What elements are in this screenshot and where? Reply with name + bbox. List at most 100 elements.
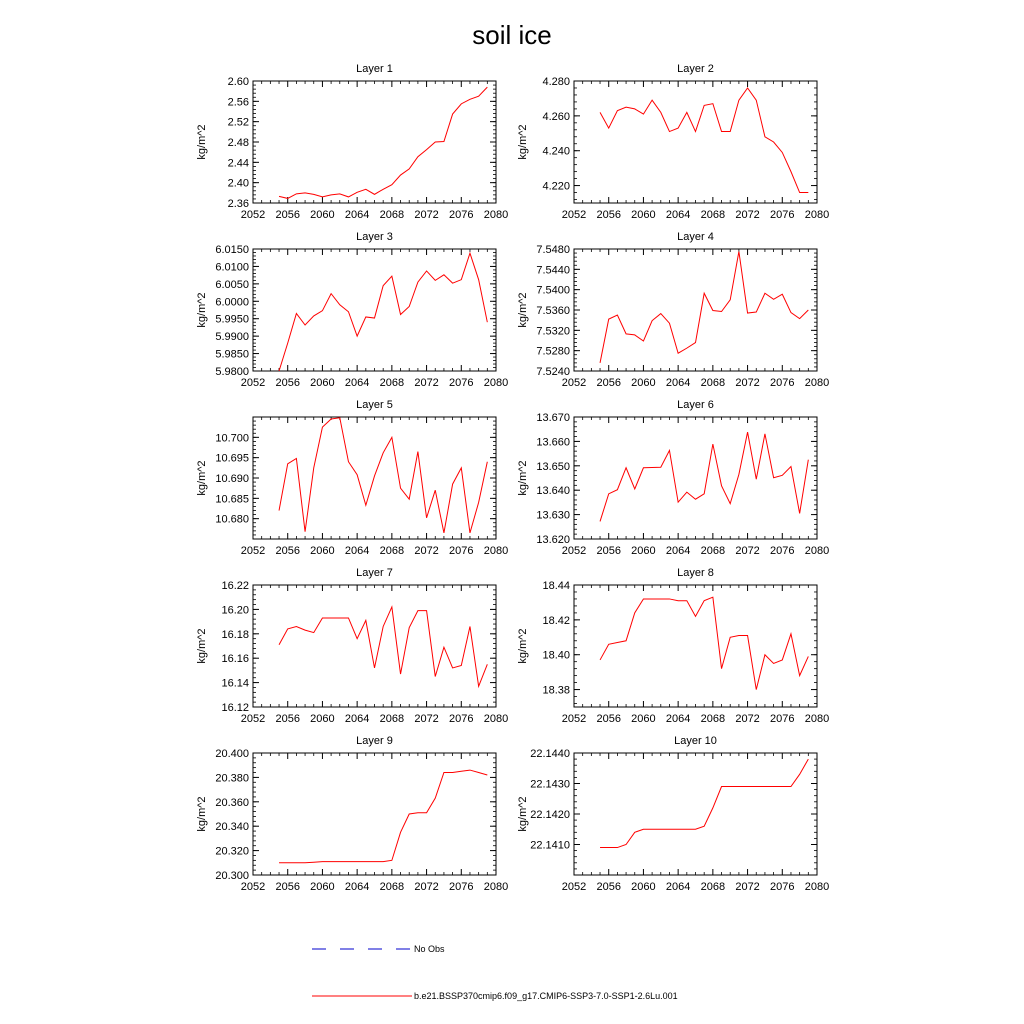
layer-3-xtick-label: 2068 [380, 377, 404, 389]
layer-9-ylabel: kg/m^2 [196, 796, 208, 831]
layer-6-ytick-label: 13.640 [536, 485, 570, 497]
layer-4-xtick-label: 2068 [701, 377, 725, 389]
layer-8-xtick-label: 2080 [805, 713, 829, 725]
layer-9-xtick-label: 2064 [345, 881, 369, 893]
layer-3-ylabel: kg/m^2 [196, 292, 208, 327]
layer-4-xtick-label: 2060 [631, 377, 655, 389]
layer-5-title: Layer 5 [356, 399, 393, 411]
layer-4-ytick-label: 7.5360 [536, 305, 570, 317]
layer-1-xtick-label: 2064 [345, 209, 369, 221]
layer-3-xtick-label: 2072 [414, 377, 438, 389]
layer-3-series-line [278, 251, 488, 371]
layer-6-xtick-label: 2064 [666, 545, 690, 557]
layer-7-ytick-label: 16.14 [221, 678, 249, 690]
layer-9-ytick-label: 20.340 [215, 821, 249, 833]
layer-1-ytick-label: 2.44 [228, 157, 249, 169]
layer-4-xtick-label: 2076 [770, 377, 794, 389]
layer-7-xtick-label: 2064 [345, 713, 369, 725]
layer-8-ylabel: kg/m^2 [517, 628, 529, 663]
layer-10-ytick-label: 22.1440 [530, 748, 570, 760]
layer-5-ytick-label: 10.690 [215, 473, 249, 485]
layer-8-xtick-label: 2072 [735, 713, 759, 725]
layer-6-xtick-label: 2056 [596, 545, 620, 557]
layer-1-ytick-label: 2.56 [228, 96, 249, 108]
layer-10-xtick-label: 2072 [735, 881, 759, 893]
layer-1-ytick-label: 2.60 [228, 76, 249, 88]
layer-8-xtick-label: 2056 [596, 713, 620, 725]
layer-1-xtick-label: 2052 [241, 209, 265, 221]
layer-10-xtick-label: 2064 [666, 881, 690, 893]
layer-8-panel: Layer 8 kg/m^2 2052 2056 2060 2064 2068 2072 207… [517, 567, 829, 725]
layer-8-xtick-label: 2076 [770, 713, 794, 725]
layer-2-ytick-label: 4.280 [542, 76, 570, 88]
layer-9-ytick-label: 20.320 [215, 846, 249, 858]
layer-2-frame [573, 80, 818, 204]
layer-7-ytick-label: 16.18 [221, 629, 249, 641]
layer-5-ytick-label: 10.695 [215, 453, 249, 465]
layer-4-ytick-label: 7.5400 [536, 285, 570, 297]
layer-3-xtick-label: 2076 [449, 377, 473, 389]
layer-8-xtick-label: 2052 [562, 713, 586, 725]
layer-10-ytick-label: 22.1430 [530, 779, 570, 791]
layer-10-panel: Layer 10 kg/m^2 2052 2056 2060 2064 2068 2072 20… [517, 735, 829, 893]
legend: No Obs b.e21.BSSP370cmip6.f09_g17.CMIP6-… [312, 944, 678, 1001]
legend-run-label: b.e21.BSSP370cmip6.f09_g17.CMIP6-SSP3-7.… [414, 991, 678, 1001]
layer-3-panel: Layer 3 kg/m^2 2052 2056 2060 2064 2068 2072 207… [196, 231, 508, 389]
layer-4-xtick-label: 2080 [805, 377, 829, 389]
layer-3-ytick-label: 6.0150 [215, 244, 249, 256]
layer-9-ytick-label: 20.300 [215, 870, 249, 882]
layer-5-ytick-label: 10.680 [215, 514, 249, 526]
layer-1-xtick-label: 2068 [380, 209, 404, 221]
layer-10-ylabel: kg/m^2 [517, 796, 529, 831]
layer-4-ytick-label: 7.5440 [536, 264, 570, 276]
layer-1-ylabel: kg/m^2 [196, 124, 208, 159]
layer-4-xtick-label: 2056 [596, 377, 620, 389]
layer-8-xtick-label: 2060 [631, 713, 655, 725]
layer-1-title: Layer 1 [356, 63, 393, 75]
layer-6-xtick-label: 2068 [701, 545, 725, 557]
layer-7-xtick-label: 2072 [414, 713, 438, 725]
layer-5-ylabel: kg/m^2 [196, 460, 208, 495]
layer-3-frame [252, 248, 497, 372]
layer-10-xtick-label: 2052 [562, 881, 586, 893]
layer-3-ytick-label: 5.9850 [215, 349, 249, 361]
layer-6-ytick-label: 13.660 [536, 436, 570, 448]
layer-2-ytick-label: 4.240 [542, 146, 570, 158]
layer-3-xtick-label: 2056 [275, 377, 299, 389]
layer-2-xtick-label: 2052 [562, 209, 586, 221]
layer-7-xtick-label: 2068 [380, 713, 404, 725]
layer-5-xtick-label: 2056 [275, 545, 299, 557]
layer-4-ytick-label: 7.5240 [536, 366, 570, 378]
layer-6-ytick-label: 13.670 [536, 412, 570, 424]
layer-2-xtick-label: 2056 [596, 209, 620, 221]
layer-9-xtick-label: 2072 [414, 881, 438, 893]
layer-2-xtick-label: 2080 [805, 209, 829, 221]
layer-4-ytick-label: 7.5280 [536, 346, 570, 358]
layer-5-panel: Layer 5 kg/m^2 2052 2056 2060 2064 2068 2072 207… [196, 399, 508, 557]
layer-6-xtick-label: 2052 [562, 545, 586, 557]
layer-10-title: Layer 10 [674, 735, 717, 747]
layer-4-xtick-label: 2052 [562, 377, 586, 389]
layer-1-frame [252, 80, 497, 204]
layer-10-xtick-label: 2076 [770, 881, 794, 893]
layer-10-ytick-label: 22.1410 [530, 840, 570, 852]
layer-1-ytick-label: 2.40 [228, 178, 249, 190]
layer-4-ylabel: kg/m^2 [517, 292, 529, 327]
layer-9-series-line [279, 769, 488, 864]
layer-4-title: Layer 4 [677, 231, 714, 243]
layer-6-ylabel: kg/m^2 [517, 460, 529, 495]
layer-5-xtick-label: 2080 [484, 545, 508, 557]
layer-4-ytick-label: 7.5320 [536, 325, 570, 337]
layer-7-xtick-label: 2076 [449, 713, 473, 725]
layer-3-xtick-label: 2060 [310, 377, 334, 389]
layer-9-xtick-label: 2052 [241, 881, 265, 893]
panel-grid: Layer 1 kg/m^2 2052 2056 2060 2064 2068 2072 207… [196, 63, 829, 893]
layer-3-xtick-label: 2052 [241, 377, 265, 389]
layer-7-ytick-label: 16.16 [221, 653, 249, 665]
legend-no-obs-label: No Obs [414, 944, 445, 954]
layer-7-ytick-label: 16.12 [221, 702, 249, 714]
layer-7-frame [252, 584, 497, 708]
layer-9-ytick-label: 20.400 [215, 748, 249, 760]
layer-2-ylabel: kg/m^2 [517, 124, 529, 159]
layer-4-xtick-label: 2064 [666, 377, 690, 389]
